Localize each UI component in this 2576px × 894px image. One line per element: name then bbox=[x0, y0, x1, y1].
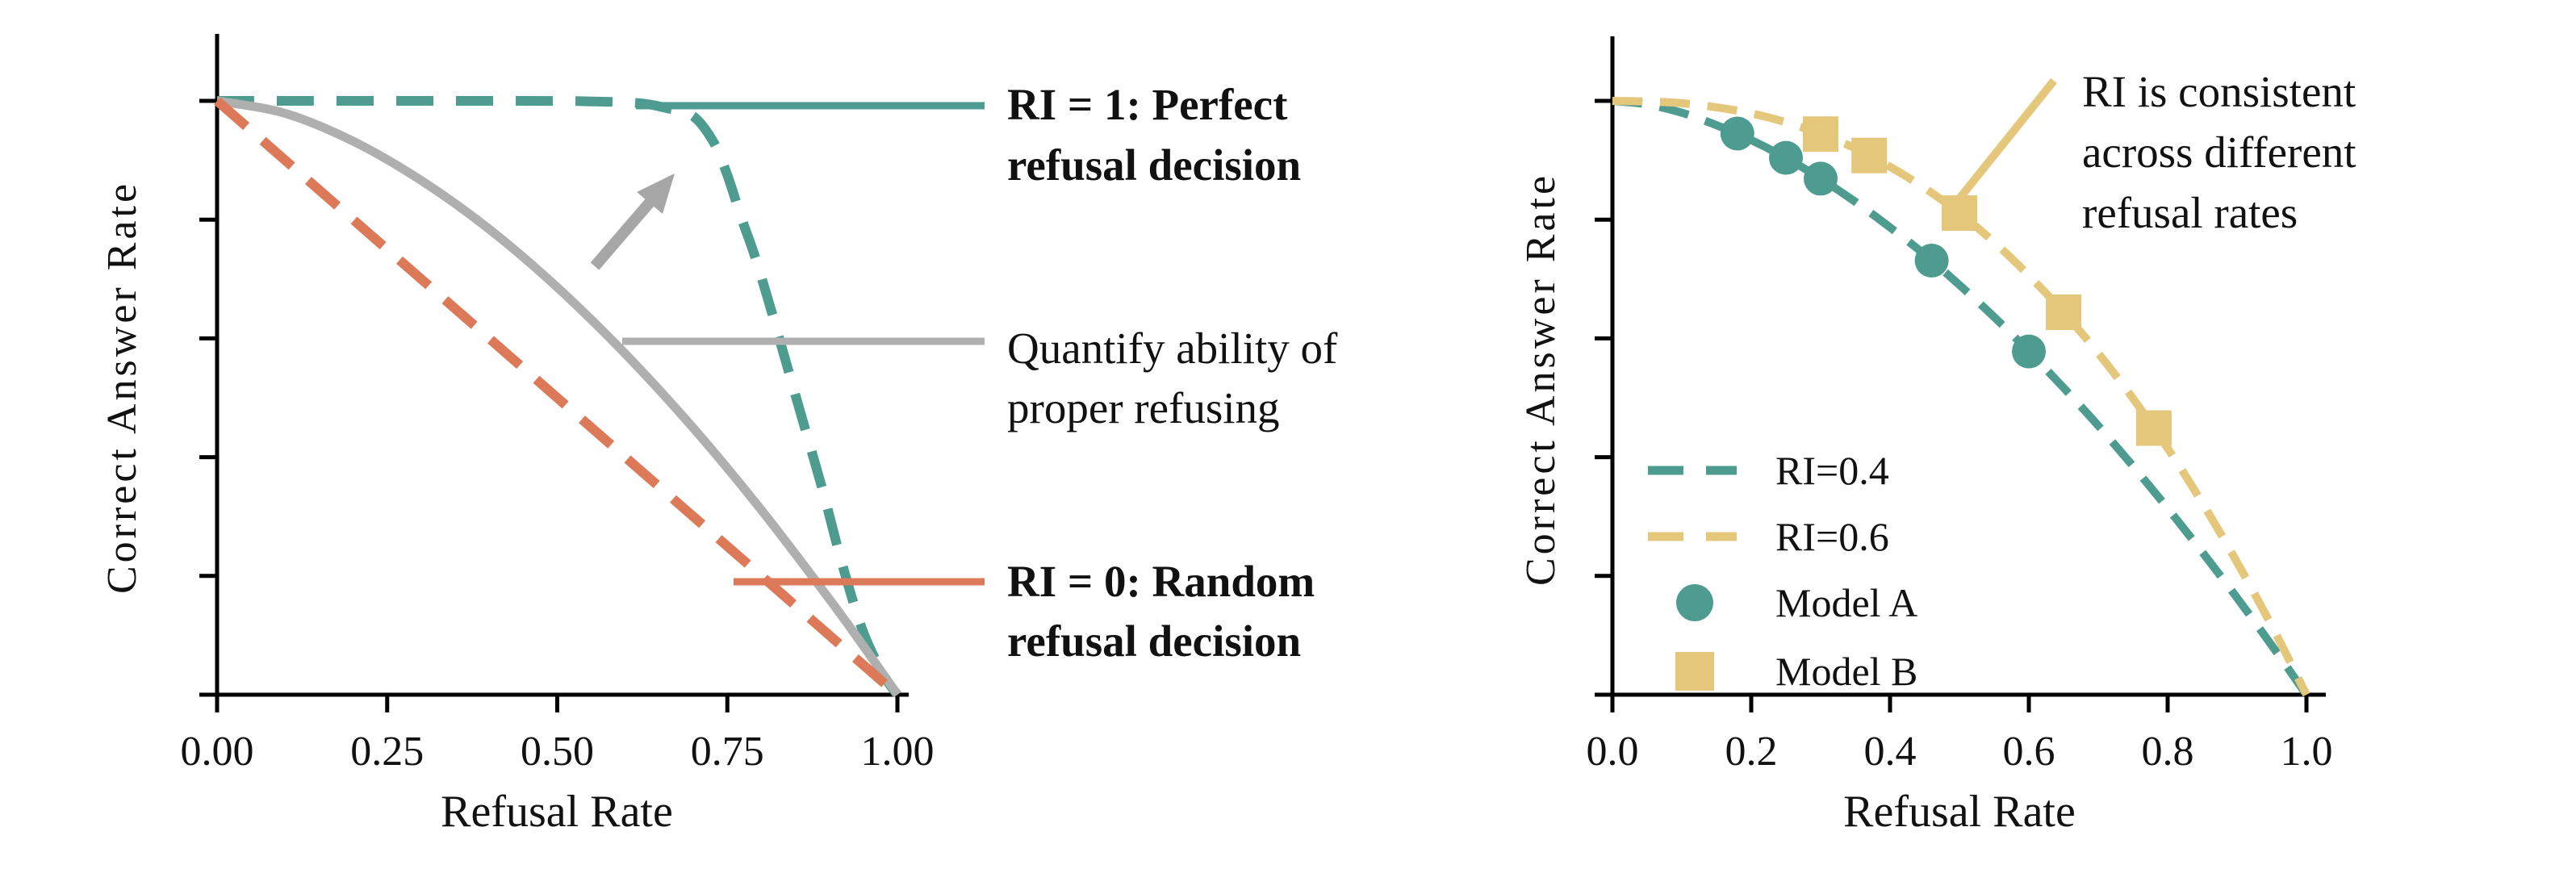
left-yaxis-title: Correct Answer Rate bbox=[99, 181, 145, 594]
legend-model-a-marker-icon bbox=[1676, 584, 1713, 621]
consistency-pointer-line bbox=[1956, 77, 2057, 202]
x-tick-label: 0.8 bbox=[2142, 729, 2194, 775]
legend-ri06-label: RI=0.6 bbox=[1775, 514, 1889, 559]
data-point-modelB bbox=[2135, 410, 2172, 446]
annotation-consistent-line3: refusal rates bbox=[2082, 188, 2298, 237]
annotation-random-line2: refusal decision bbox=[1007, 616, 1301, 666]
arrow-shaft bbox=[590, 198, 654, 270]
x-tick-label: 0.50 bbox=[521, 729, 594, 775]
data-point-modelA bbox=[1804, 161, 1838, 196]
improvement-arrow-icon bbox=[590, 173, 675, 270]
annotation-quantify-line1: Quantify ability of bbox=[1007, 324, 1338, 373]
x-tick-label: 0.25 bbox=[350, 729, 424, 775]
markers-layer bbox=[1720, 116, 2172, 446]
annotation-perfect-line1: RI = 1: Perfect bbox=[1007, 80, 1288, 129]
data-point-modelA bbox=[2012, 334, 2046, 369]
curve-ri0 bbox=[214, 97, 901, 699]
data-point-modelA bbox=[1914, 243, 1949, 278]
curve-model bbox=[216, 96, 901, 698]
data-point-modelB bbox=[2046, 295, 2081, 331]
data-point-modelA bbox=[1769, 140, 1803, 175]
x-tick-label: 0.00 bbox=[181, 729, 254, 775]
legend: RI=0.4 RI=0.6 Model A Model B bbox=[1648, 448, 1917, 694]
x-tick-label: 1.0 bbox=[2281, 729, 2333, 775]
curve-ri1 bbox=[216, 95, 901, 698]
data-point-modelB bbox=[1942, 195, 1977, 232]
x-tick-label: 0.75 bbox=[691, 729, 764, 775]
right-xaxis-title: Refusal Rate bbox=[1843, 787, 2076, 837]
legend-model-b-label: Model B bbox=[1775, 649, 1917, 694]
axes-layer: 0.00 0.25 0.50 0.75 1.00 0.0 0.2 0.4 0.6 0.8 1.0 bbox=[181, 34, 2333, 775]
x-tick-label: 0.0 bbox=[1587, 729, 1639, 775]
data-point-modelB bbox=[1803, 116, 1838, 152]
annotation-consistent-line2: across different bbox=[2082, 127, 2356, 177]
annotation-perfect-line2: refusal decision bbox=[1007, 140, 1301, 190]
annotation-random-line1: RI = 0: Random bbox=[1007, 557, 1315, 606]
arrow-head bbox=[637, 173, 675, 214]
x-tick-label: 0.2 bbox=[1725, 729, 1778, 775]
x-tick-label: 0.6 bbox=[2003, 729, 2055, 775]
legend-model-b-marker-icon bbox=[1675, 652, 1714, 691]
x-tick-label: 1.00 bbox=[861, 729, 935, 775]
left-xaxis-title: Refusal Rate bbox=[441, 787, 673, 837]
annotation-consistent-line1: RI is consistent bbox=[2082, 67, 2356, 116]
annotation-quantify-line2: proper refusing bbox=[1007, 383, 1280, 432]
data-point-modelB bbox=[1851, 137, 1888, 173]
legend-model-a-label: Model A bbox=[1775, 580, 1917, 625]
right-yaxis-title: Correct Answer Rate bbox=[1518, 173, 1564, 586]
data-point-modelA bbox=[1720, 116, 1754, 151]
x-tick-label: 0.4 bbox=[1864, 729, 1917, 775]
legend-ri04-label: RI=0.4 bbox=[1775, 448, 1889, 493]
